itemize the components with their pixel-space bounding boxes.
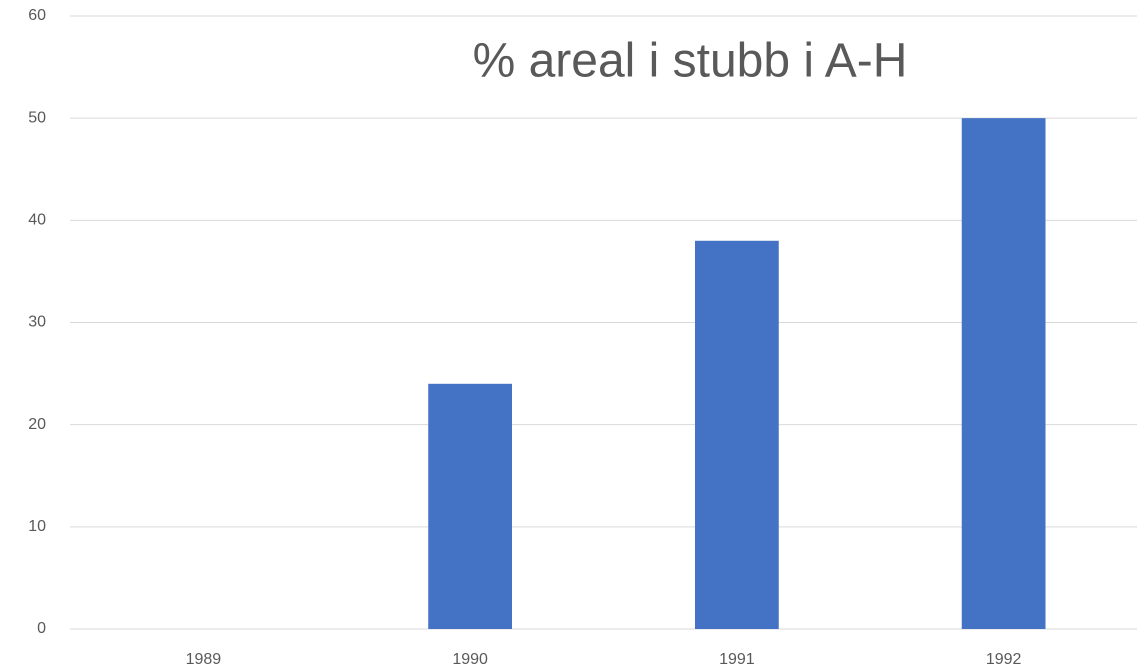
chart-title: % areal i stubb i A-H <box>473 35 908 88</box>
bar <box>961 118 1046 630</box>
y-tick-label: 60 <box>28 7 46 24</box>
bar <box>694 240 779 629</box>
y-tick-label: 0 <box>37 620 46 637</box>
y-tick-label: 10 <box>28 518 46 535</box>
y-tick-label: 30 <box>28 314 46 331</box>
y-tick-label: 40 <box>28 212 46 229</box>
bar <box>428 383 513 629</box>
y-tick-label: 50 <box>28 109 46 126</box>
y-tick-label: 20 <box>28 416 46 433</box>
x-tick-label: 1989 <box>186 651 222 668</box>
x-tick-label: 1992 <box>986 651 1022 668</box>
x-tick-label: 1990 <box>452 651 488 668</box>
x-tick-label: 1991 <box>719 651 755 668</box>
